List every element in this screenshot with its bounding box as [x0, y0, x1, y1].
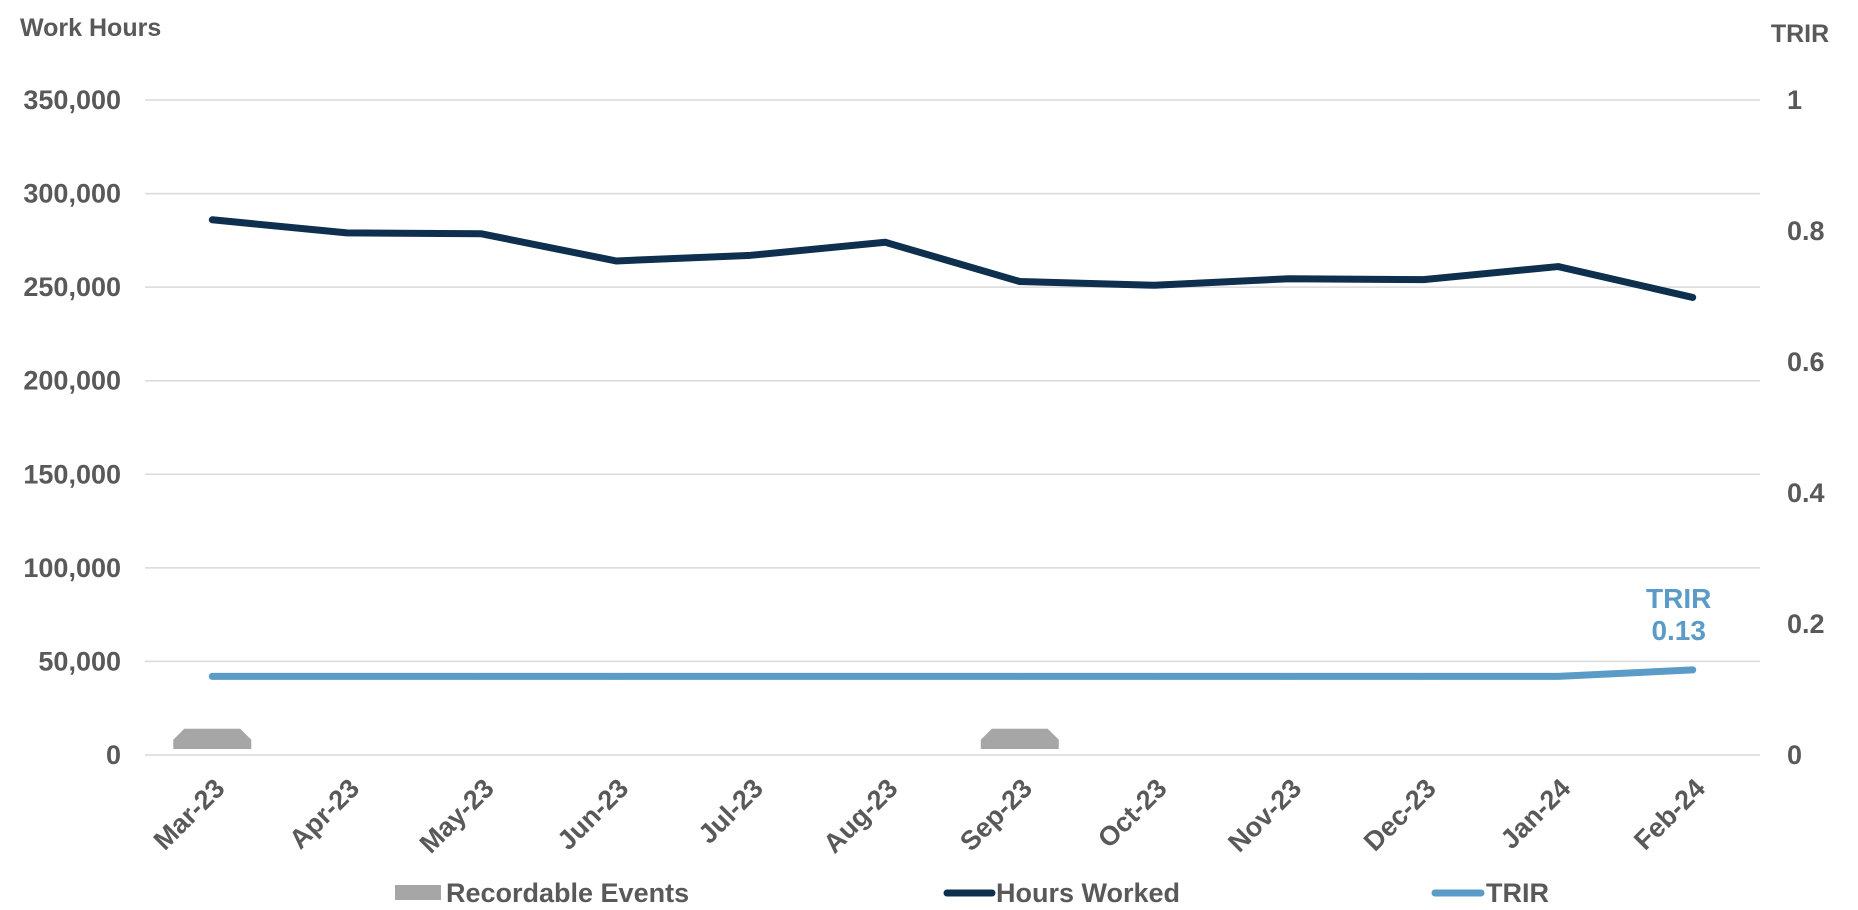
line-trir — [208, 666, 1697, 680]
x-tick-label-feb-24: Feb-24 — [1628, 773, 1711, 856]
trir-annotation: TRIR 0.13 — [1646, 583, 1711, 646]
right-tick-label-3: 0.6 — [1787, 347, 1825, 377]
point-hours-worked-dec-23 — [1420, 276, 1427, 283]
bar-recordable-events-mar-23 — [173, 728, 252, 749]
right-tick-label-4: 0.8 — [1787, 216, 1825, 246]
x-tick-label-jun-23: Jun-23 — [552, 773, 635, 856]
x-tick-label-may-23: May-23 — [414, 773, 500, 859]
left-tick-label-2: 100,000 — [23, 553, 121, 583]
legend-label-hours-worked: Hours Worked — [996, 878, 1180, 908]
left-tick-label-1: 50,000 — [38, 646, 121, 676]
point-trir-mar-23 — [209, 673, 216, 680]
point-hours-worked-nov-23 — [1285, 275, 1292, 282]
x-tick-label-dec-23: Dec-23 — [1358, 773, 1442, 857]
point-hours-worked-apr-23 — [343, 229, 350, 236]
point-trir-feb-24 — [1689, 666, 1696, 673]
point-hours-worked-feb-24 — [1689, 294, 1696, 301]
right-tick-label-1: 0.2 — [1787, 609, 1825, 639]
point-hours-worked-may-23 — [478, 230, 485, 237]
point-trir-oct-23 — [1151, 673, 1158, 680]
point-hours-worked-jul-23 — [747, 252, 754, 259]
left-axis-ticks: 0 50,000 100,000 150,000 200,000 250,000 300,0… — [23, 85, 121, 770]
right-axis-ticks: 0 0.2 0.4 0.6 0.8 1 — [1787, 85, 1825, 770]
right-tick-label-2: 0.4 — [1787, 478, 1825, 508]
legend-label-recordable-events: Recordable Events — [446, 878, 689, 908]
x-tick-label-aug-23: Aug-23 — [818, 773, 904, 859]
right-tick-label-5: 1 — [1787, 85, 1802, 115]
point-trir-apr-23 — [343, 673, 350, 680]
x-tick-label-mar-23: Mar-23 — [148, 773, 231, 856]
point-hours-worked-mar-23 — [209, 216, 216, 223]
right-axis-title: TRIR — [1771, 20, 1829, 48]
point-hours-worked-sep-23 — [1016, 278, 1023, 285]
point-hours-worked-jan-24 — [1555, 263, 1562, 270]
bar-recordable-events-sep-23 — [980, 728, 1059, 749]
left-axis-title: Work Hours — [20, 14, 161, 42]
left-tick-label-4: 200,000 — [23, 366, 121, 396]
gridlines — [145, 99, 1760, 756]
x-tick-label-oct-23: Oct-23 — [1092, 773, 1173, 854]
line-hours-worked — [208, 216, 1697, 301]
legend-swatch-recordable-events — [395, 885, 441, 900]
x-tick-label-jul-23: Jul-23 — [692, 773, 768, 849]
point-hours-worked-jun-23 — [613, 257, 620, 264]
x-tick-label-sep-23: Sep-23 — [954, 773, 1038, 857]
recordable-events-bars — [173, 728, 1059, 749]
x-tick-label-nov-23: Nov-23 — [1222, 773, 1307, 858]
right-tick-label-0: 0 — [1787, 740, 1802, 770]
point-hours-worked-oct-23 — [1151, 282, 1158, 289]
left-tick-label-3: 150,000 — [23, 459, 121, 489]
legend-label-trir: TRIR — [1486, 878, 1549, 908]
x-tick-label-jan-24: Jan-24 — [1495, 773, 1577, 855]
annotation-value: 0.13 — [1651, 615, 1706, 646]
series-lines — [208, 216, 1697, 680]
annotation-label: TRIR — [1646, 583, 1711, 614]
left-tick-label-5: 250,000 — [23, 272, 121, 302]
point-hours-worked-aug-23 — [882, 239, 889, 246]
point-trir-jul-23 — [747, 673, 754, 680]
left-tick-label-0: 0 — [106, 740, 121, 770]
legend: Recordable Events Hours Worked TRIR — [395, 878, 1549, 908]
left-tick-label-7: 350,000 — [23, 85, 121, 115]
point-trir-jan-24 — [1555, 673, 1562, 680]
point-trir-dec-23 — [1420, 673, 1427, 680]
point-trir-aug-23 — [882, 673, 889, 680]
x-tick-label-apr-23: Apr-23 — [283, 773, 365, 855]
x-axis-ticks: Mar-23 Apr-23 May-23 Jun-23 Jul-23 Aug-23 Sep-… — [148, 773, 1711, 859]
point-trir-jun-23 — [613, 673, 620, 680]
left-tick-label-6: 300,000 — [23, 179, 121, 209]
point-trir-may-23 — [478, 673, 485, 680]
point-trir-sep-23 — [1016, 673, 1023, 680]
point-trir-nov-23 — [1285, 673, 1292, 680]
